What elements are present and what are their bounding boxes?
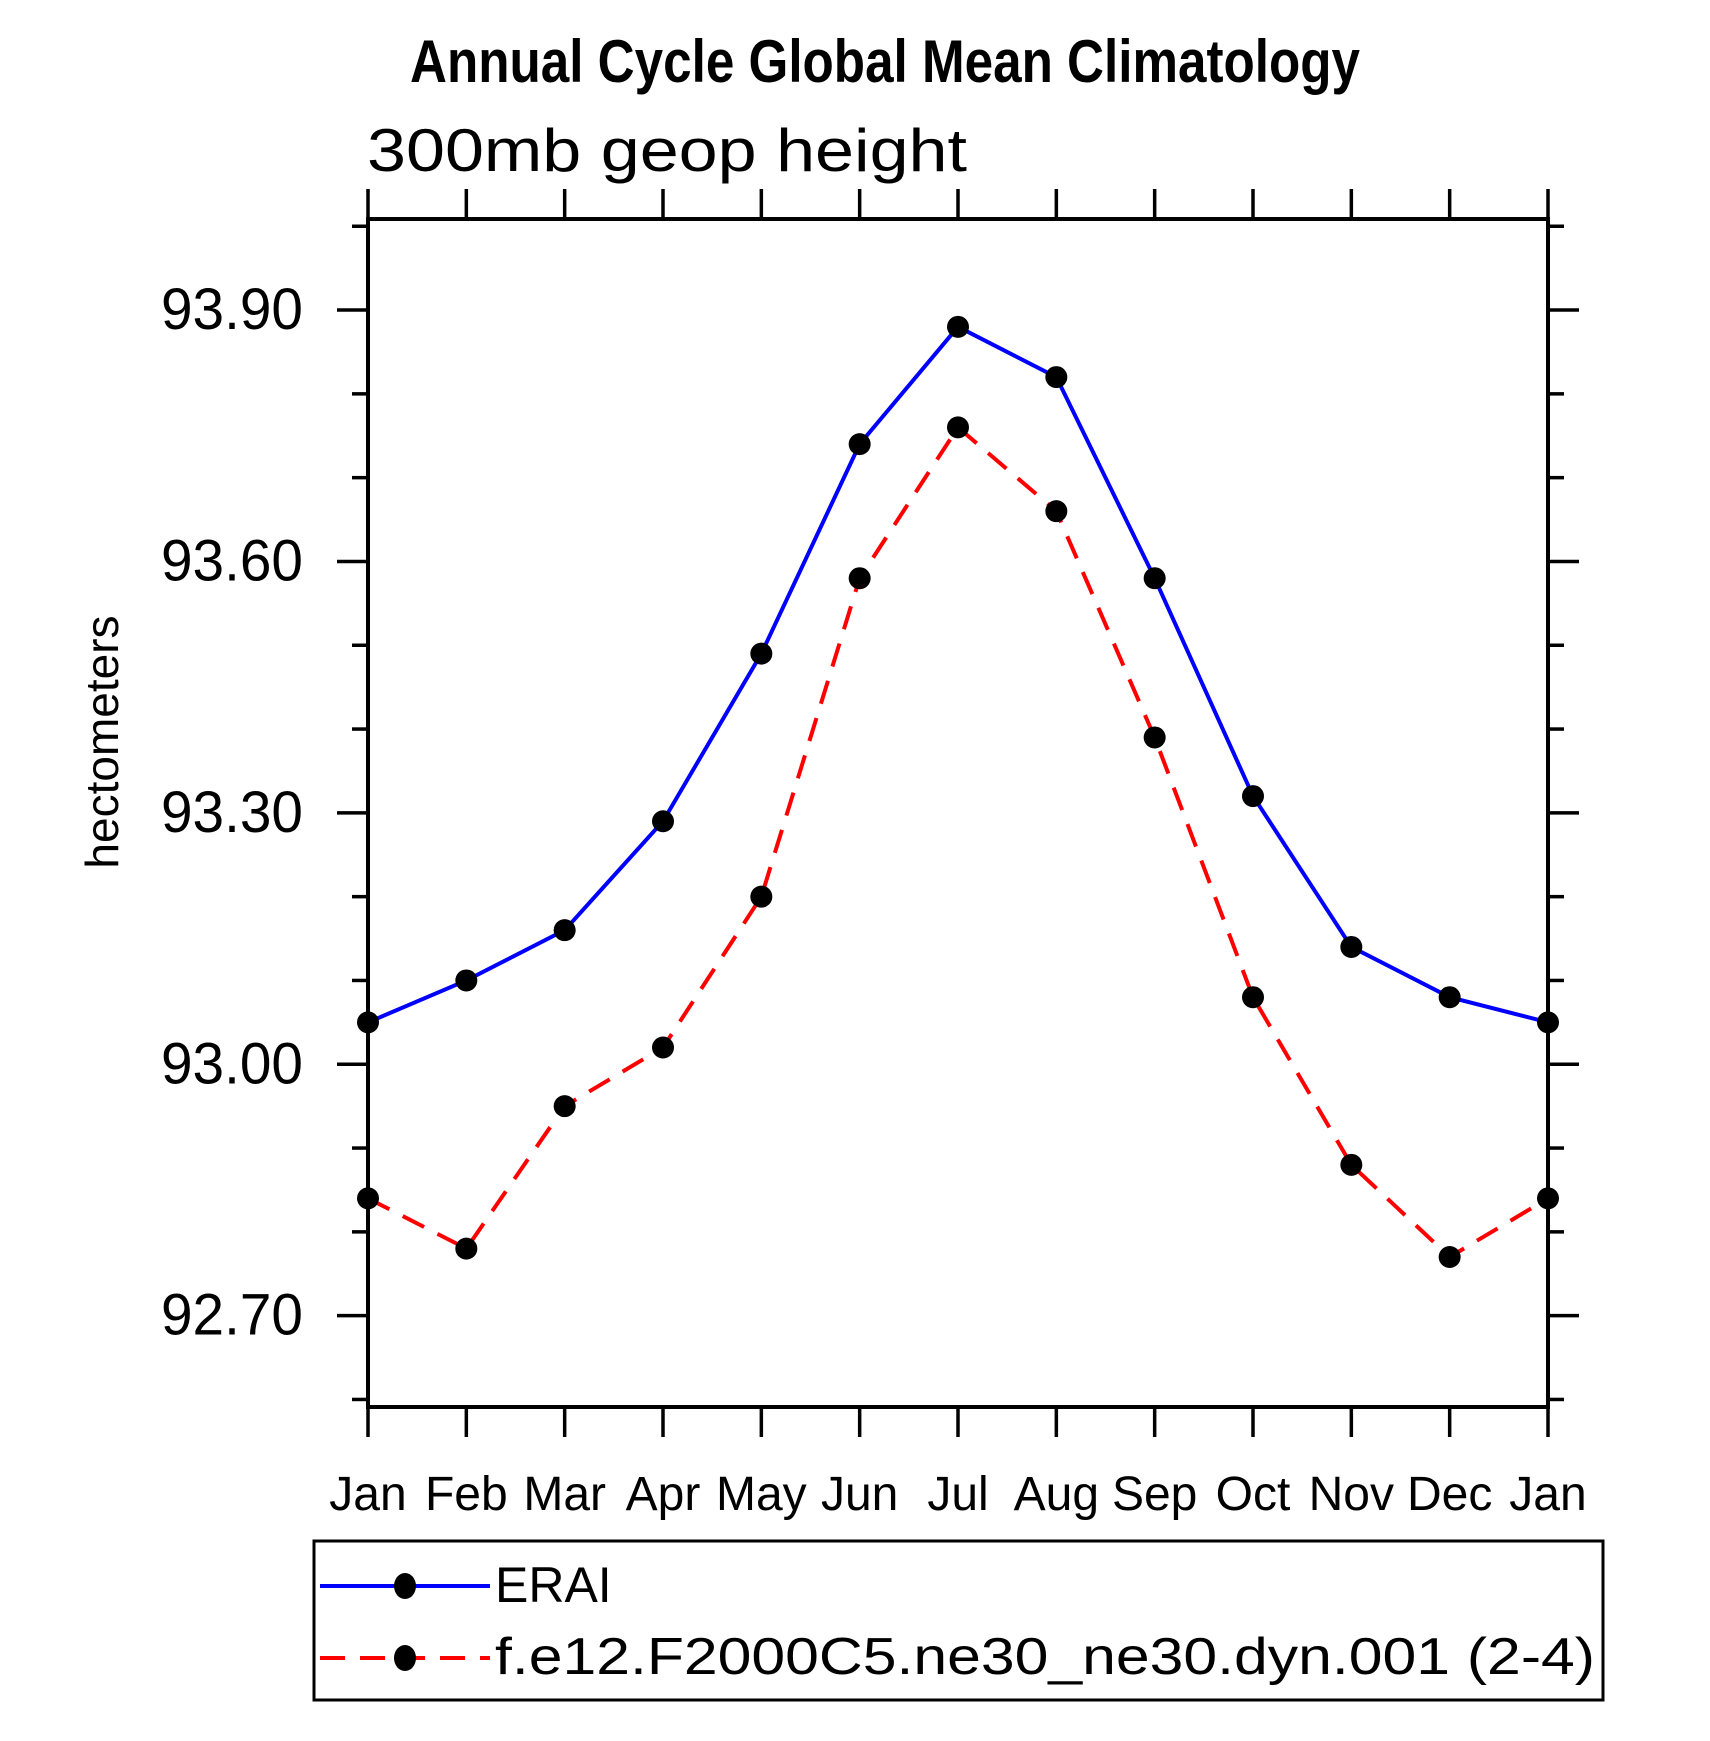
data-point [652, 810, 674, 833]
y-tick-label: 93.30 [161, 780, 303, 845]
x-tick-label: Nov [1309, 1468, 1394, 1521]
plot-axes [337, 189, 1579, 1437]
legend-label: ERAI [495, 1557, 612, 1613]
data-point [553, 919, 576, 942]
data-point [455, 1237, 478, 1260]
x-tick-label: Apr [626, 1468, 701, 1521]
data-point [1143, 726, 1166, 749]
x-tick-label: Jul [927, 1468, 988, 1521]
data-point [1242, 785, 1264, 808]
x-tick-label: May [716, 1468, 807, 1521]
data-point [848, 567, 871, 590]
data-point [1242, 986, 1264, 1009]
data-point [553, 1095, 576, 1118]
data-series [357, 315, 1559, 1268]
y-axis-tick-labels: 92.70 93.00 93.30 93.60 93.90 [161, 277, 303, 1348]
legend-rows: ERAI f.e12.F2000C5.ne30_ne30.dyn.001 (2-4… [320, 1557, 1595, 1686]
x-tick-label: Oct [1216, 1468, 1291, 1521]
data-point [1537, 1187, 1559, 1210]
x-tick-label: Dec [1407, 1468, 1492, 1521]
data-point [848, 433, 871, 456]
x-tick-label: Jun [821, 1468, 898, 1521]
x-axis-tick-labels: Jan Feb Mar Apr May Jun Jul Aug Sep Oct Nov Dec Jan [329, 1468, 1586, 1521]
legend-box [312, 1539, 1605, 1702]
data-point [750, 885, 773, 908]
data-point [1340, 1153, 1363, 1176]
data-point [1537, 1011, 1559, 1034]
x-tick-label: Jan [329, 1468, 406, 1521]
y-tick-label: 93.00 [161, 1031, 303, 1096]
legend-marker [394, 1645, 416, 1671]
data-point [357, 1011, 379, 1034]
data-point [750, 642, 773, 665]
x-tick-label: Aug [1014, 1468, 1099, 1521]
data-point [357, 1187, 379, 1210]
chart-subtitle: 300mb geop height [367, 117, 967, 184]
x-tick-label: Sep [1112, 1468, 1197, 1521]
legend-label: f.e12.F2000C5.ne30_ne30.dyn.001 (2-4) [495, 1628, 1595, 1686]
data-point [1143, 567, 1166, 590]
x-tick-label: Feb [425, 1468, 508, 1521]
data-point [1340, 935, 1363, 958]
plot-frame [366, 217, 1550, 1409]
chart-title: Annual Cycle Global Mean Climatology [410, 28, 1361, 95]
legend: ERAI f.e12.F2000C5.ne30_ne30.dyn.001 (2-4… [312, 1539, 1605, 1702]
data-point [1045, 366, 1068, 389]
data-point [947, 416, 969, 439]
y-axis-label: hectometers [76, 615, 128, 868]
data-point [1045, 500, 1068, 523]
y-tick-label: 93.60 [161, 528, 303, 593]
data-point [455, 969, 478, 992]
x-tick-label: Jan [1509, 1468, 1586, 1521]
x-tick-label: Mar [523, 1468, 606, 1521]
y-tick-label: 93.90 [161, 277, 303, 342]
legend-marker [394, 1573, 416, 1599]
data-point [947, 315, 969, 338]
data-point [1438, 1245, 1461, 1268]
y-tick-label: 92.70 [161, 1283, 303, 1348]
data-point [1438, 986, 1461, 1009]
series-line-model [367, 424, 1550, 1260]
data-point [652, 1036, 674, 1059]
